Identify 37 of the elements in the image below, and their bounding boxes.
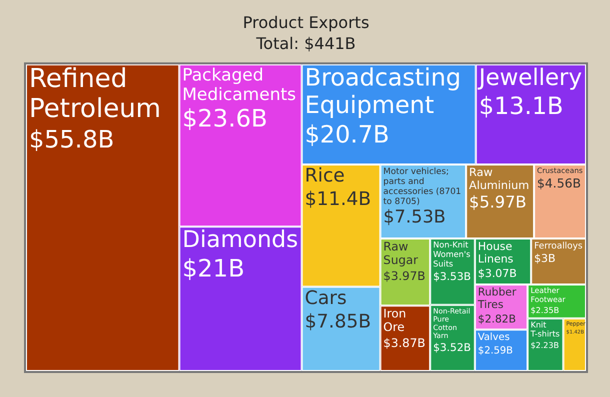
data-label: $5.97B: [469, 192, 527, 212]
data-label: $7.53B: [383, 208, 446, 228]
category-label: Cars: [304, 288, 347, 310]
data-label: $13.1B: [478, 92, 564, 120]
data-label: $2.82B: [478, 312, 516, 326]
category-label: Iron Ore: [383, 306, 406, 334]
category-label: Rice: [304, 166, 345, 187]
category-label: Raw Aluminium: [469, 166, 530, 192]
data-label: $3B: [534, 252, 556, 266]
category-label: Rubber Tires: [476, 286, 517, 311]
category-label: Raw Sugar: [383, 239, 418, 268]
text: Product Exports: [242, 12, 370, 32]
category-label: Motor vehicles; parts and accessories (8701 to 8705): [383, 167, 462, 207]
category-label: Ferroalloys: [534, 241, 583, 252]
data-label: $3.52B: [433, 340, 471, 354]
data-label: $7.85B: [304, 312, 372, 333]
data-label: $4.56B: [537, 176, 581, 190]
category-label: Diamonds: [182, 227, 298, 254]
data-label: $3.07B: [478, 266, 517, 280]
data-label: $21B: [182, 254, 245, 282]
data-label: $3.97B: [383, 268, 426, 283]
data-label: $2.35B: [530, 306, 560, 316]
data-label: $55.8B: [29, 125, 114, 154]
category-label: Non-Knit Women's Suits: [433, 240, 470, 268]
data-label: $2.59B: [478, 345, 514, 356]
data-label: $3.53B: [433, 270, 471, 283]
category-label: Valves: [478, 332, 510, 344]
data-label: $11.4B: [304, 189, 372, 210]
category-label: Jewellery: [476, 64, 582, 91]
category-label: Broadcasting Equipment: [304, 64, 462, 119]
data-label: $3.87B: [383, 336, 426, 350]
category-label: Packaged Medicaments: [182, 65, 296, 105]
data-label: $23.6B: [182, 104, 268, 133]
category-label: House Linens: [478, 240, 514, 266]
text: Total: $441B: [255, 34, 356, 53]
data-label: $20.7B: [304, 120, 390, 148]
category-label: Refined Petroleum: [29, 64, 161, 124]
